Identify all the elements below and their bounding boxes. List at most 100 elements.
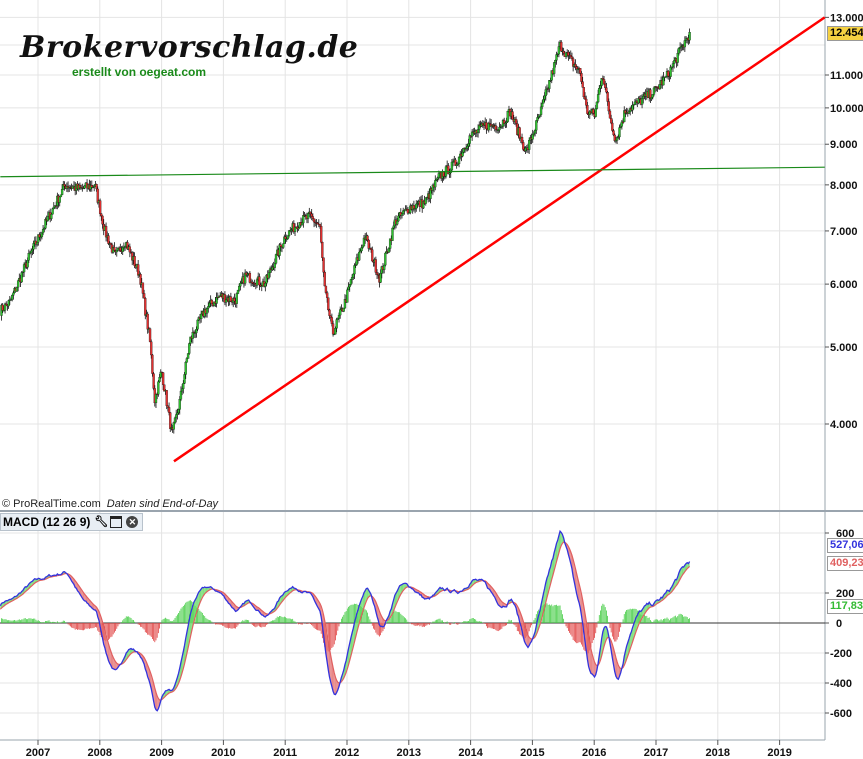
candle-body — [611, 122, 614, 131]
candle-body — [543, 95, 546, 100]
macd-fill — [115, 661, 117, 670]
candle-body — [157, 381, 160, 395]
candle-body — [435, 178, 438, 181]
candle-body — [191, 332, 194, 339]
candle-body — [596, 94, 600, 103]
candle-body — [46, 216, 49, 221]
candle-body — [196, 319, 199, 330]
candle-body — [415, 203, 418, 209]
candle-body — [95, 184, 98, 190]
candle-body — [306, 213, 310, 219]
candle-body — [151, 354, 154, 374]
macd-fill — [590, 649, 593, 675]
candle-body — [667, 71, 670, 77]
x-tick-label: 2011 — [273, 747, 297, 759]
candle-body — [539, 106, 543, 115]
candle-body — [412, 205, 416, 209]
candle-body — [522, 142, 525, 150]
credit-source: © ProRealTime.com — [2, 498, 101, 510]
candle-body — [137, 264, 140, 276]
candle-body — [384, 252, 387, 266]
candle-body — [574, 64, 577, 67]
candle-body — [476, 129, 480, 133]
candle-body — [146, 313, 149, 330]
candle-body — [167, 407, 171, 413]
candle-body — [27, 253, 30, 261]
candle-body — [627, 111, 631, 114]
candle-body — [310, 213, 313, 217]
candle-body — [163, 384, 166, 392]
credit-line: © ProRealTime.com Daten sind End-of-Day — [2, 498, 218, 510]
candle-body — [93, 186, 96, 188]
macd-fill — [379, 611, 381, 627]
candle-body — [301, 222, 304, 226]
candle-body — [586, 105, 589, 114]
candle-body — [367, 239, 370, 249]
candle-body — [677, 48, 681, 54]
candle-body — [251, 281, 254, 284]
candle-body — [188, 343, 191, 354]
candle-body — [195, 329, 198, 334]
candle-body — [279, 244, 282, 247]
candle-body — [361, 245, 364, 248]
candle-body — [649, 89, 652, 99]
candle-body — [15, 286, 19, 292]
candle-body — [43, 228, 46, 230]
candle-body — [607, 101, 610, 112]
candle-body — [579, 68, 582, 74]
candle-body — [606, 92, 609, 102]
candle-body — [339, 309, 342, 316]
candle-body — [631, 104, 634, 111]
candle-body — [541, 103, 544, 108]
candle-body — [233, 298, 236, 302]
wrench-icon[interactable]: 🔧︎ — [94, 516, 109, 528]
candle-body — [297, 227, 300, 230]
x-tick-label: 2010 — [211, 747, 235, 759]
candle-body — [20, 272, 23, 283]
candle-body — [379, 273, 382, 283]
x-tick-label: 2016 — [582, 747, 606, 759]
candle-body — [560, 41, 563, 52]
x-tick-label: 2015 — [520, 747, 544, 759]
candle-body — [514, 119, 518, 124]
candle-body — [173, 417, 177, 423]
candle-body — [152, 373, 155, 389]
macd-fill — [615, 657, 618, 679]
y-tick-label: 4.000 — [830, 419, 858, 431]
signal-value-tag: 409,23 — [827, 556, 863, 571]
candle-body — [583, 96, 587, 100]
candle-body — [98, 200, 102, 214]
histogram-value-tag: 117,83 — [827, 599, 863, 614]
candle-body — [331, 323, 335, 335]
candle-body — [580, 73, 583, 82]
x-tick-label: 2012 — [335, 747, 359, 759]
macd-fill — [604, 626, 606, 647]
candle-body — [35, 241, 39, 245]
candle-body — [16, 280, 20, 288]
candle-body — [128, 246, 131, 253]
candle-body — [615, 137, 619, 141]
candle-body — [26, 260, 29, 268]
candle-body — [658, 84, 662, 90]
macd-y-tick-label: 200 — [836, 588, 854, 600]
close-icon[interactable]: ✕ — [126, 516, 139, 528]
candle-body — [461, 151, 464, 157]
candle-body — [557, 46, 561, 55]
candle-body — [327, 297, 330, 311]
candle-body — [324, 285, 328, 293]
macd-fill — [560, 531, 562, 549]
candle-body — [7, 300, 10, 307]
candle-body — [166, 405, 170, 408]
macd-fill — [333, 667, 335, 695]
candle-body — [186, 353, 190, 359]
candle-body — [605, 87, 608, 93]
candle-body — [552, 62, 556, 74]
candle-body — [532, 132, 536, 135]
candle-body — [320, 226, 323, 243]
candle-body — [119, 247, 122, 251]
y-tick-label: 8.000 — [830, 180, 858, 192]
window-icon[interactable] — [110, 516, 123, 528]
candle-body — [224, 299, 228, 303]
candle-body — [538, 114, 542, 117]
